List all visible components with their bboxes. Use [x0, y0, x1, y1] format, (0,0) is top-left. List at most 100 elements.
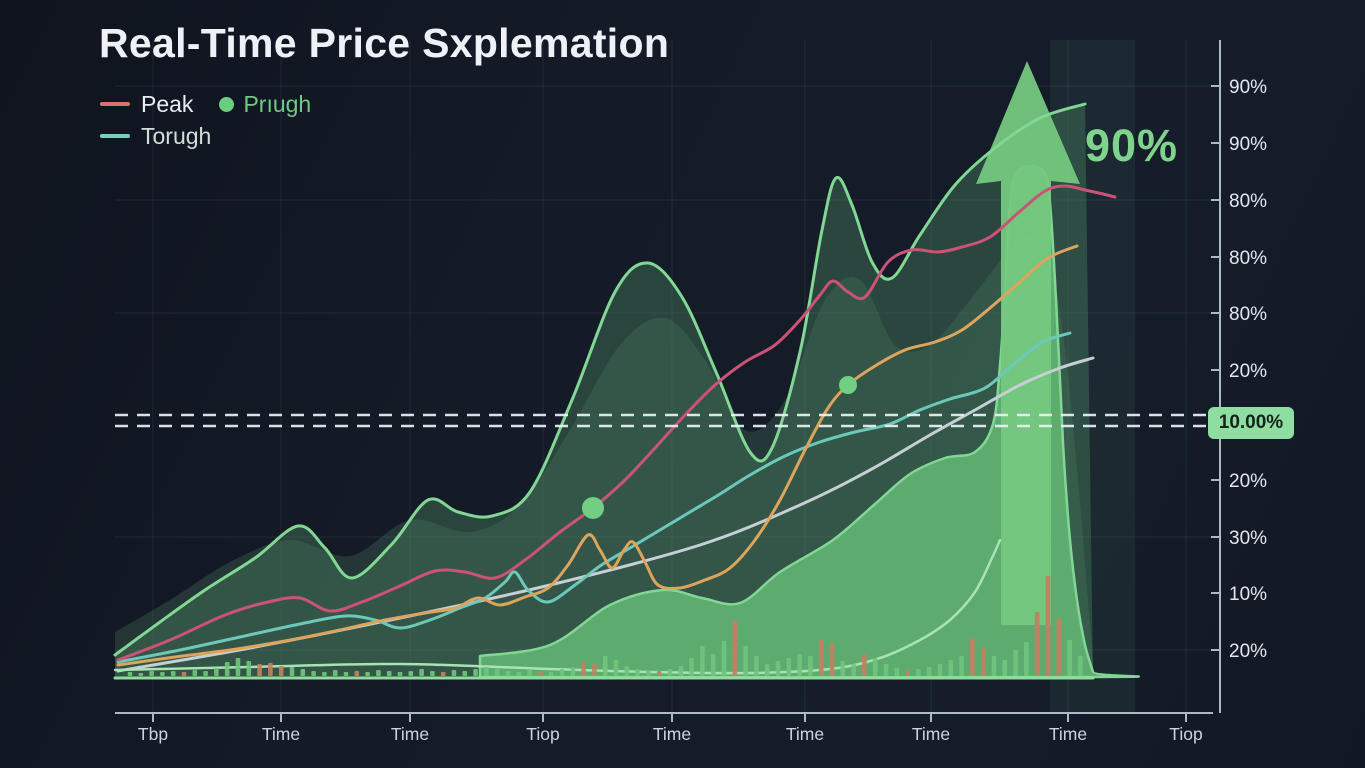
volume-bar — [440, 672, 446, 676]
volume-bar — [289, 667, 295, 676]
volume-bar — [862, 654, 867, 676]
volume-bar — [840, 661, 846, 676]
volume-bar — [235, 658, 241, 676]
volume-bar — [732, 621, 738, 676]
volume-bar — [1056, 618, 1062, 676]
volume-bar — [970, 638, 975, 676]
volume-bar — [494, 669, 500, 676]
volume-bar — [991, 656, 997, 676]
x-tick-label: Time — [391, 724, 429, 744]
legend-label-prough: Prıugh — [243, 90, 312, 117]
volume-bar — [635, 669, 640, 676]
volume-bar — [408, 671, 414, 676]
y-tick-label: 90% — [1229, 134, 1267, 155]
volume-bar — [192, 670, 198, 676]
volume-bar — [937, 664, 943, 676]
wave-edge-line — [113, 102, 1087, 657]
volume-bar — [559, 669, 565, 676]
volume-bar — [505, 671, 511, 676]
volume-bar — [1045, 576, 1051, 676]
volume-bar — [818, 639, 824, 676]
volume-bar — [980, 648, 986, 676]
volume-bar — [721, 641, 727, 676]
volume-bar — [948, 660, 954, 676]
volume-bars — [127, 576, 1083, 676]
volume-bar — [278, 666, 284, 676]
volume-bar — [775, 661, 781, 676]
volume-bar — [883, 664, 889, 676]
volume-bar — [451, 670, 457, 676]
volume-bar — [1067, 640, 1072, 676]
x-tick-label: Time — [912, 724, 950, 744]
volume-bar — [127, 672, 133, 676]
volume-bar — [743, 646, 748, 676]
volume-bar — [170, 671, 176, 676]
y-tick-label: 80% — [1229, 191, 1267, 212]
dot-marker-swatch-icon — [219, 96, 235, 112]
volume-bar — [1024, 642, 1029, 676]
volume-bar — [224, 662, 230, 676]
threshold-price-badge: 10.00% — [1208, 407, 1294, 439]
x-axis-labels: Tbp Time Time Tiop Time Time Time Time Tiop — [138, 713, 1203, 744]
volume-bar — [160, 672, 165, 676]
volume-bar — [797, 654, 802, 676]
volume-bar — [1013, 650, 1018, 676]
volume-bar — [764, 664, 770, 676]
event-markers — [582, 376, 857, 519]
legend-item-prough[interactable]: Prıugh — [193, 90, 312, 117]
volume-bar — [656, 671, 662, 676]
volume-bar — [419, 669, 424, 676]
series-peak-pink — [116, 184, 1117, 662]
y-tick-label: 30% — [1229, 528, 1267, 549]
volume-bar — [602, 656, 608, 676]
volume-bar — [354, 671, 360, 676]
volume-bar — [538, 671, 543, 676]
legend-label-peak: Peak — [141, 90, 194, 117]
volume-bar — [646, 670, 651, 676]
threshold-lines — [115, 413, 1206, 428]
x-tick-label: Tiop — [526, 724, 559, 744]
x-tick-label: Tbp — [138, 724, 168, 744]
volume-bar — [397, 672, 403, 676]
x-tick-label: Time — [653, 724, 691, 744]
y-tick-label: 20% — [1229, 641, 1267, 662]
volume-bar — [613, 660, 619, 676]
volume-bar — [214, 668, 219, 676]
series-volume-ma — [113, 538, 1002, 675]
volume-bar — [268, 663, 273, 676]
volume-bar — [829, 643, 835, 676]
volume-bar — [548, 672, 554, 676]
volume-bar — [386, 671, 392, 676]
volume-bar — [430, 671, 435, 676]
volume-bar — [462, 671, 468, 676]
y-axis-labels: 90% 90% 80% 80% 80% 20% 20% 30% 10% 20% — [1211, 77, 1267, 662]
volume-bar — [484, 667, 489, 676]
y-tick-label: 80% — [1229, 248, 1267, 269]
volume-bar — [570, 667, 576, 676]
legend-item-trough[interactable]: Torugh — [100, 122, 212, 149]
volume-bar — [905, 670, 910, 676]
volume-bar — [808, 656, 813, 676]
volume-bar — [754, 656, 759, 676]
volume-bar — [257, 664, 262, 676]
volume-bar — [1002, 660, 1008, 676]
gain-percent-annotation: 90% — [1085, 120, 1179, 171]
series-orange-signal — [116, 244, 1079, 667]
legend: Peak Prıugh Torugh — [100, 88, 311, 152]
x-tick-label: Tiop — [1169, 724, 1202, 744]
legend-item-peak[interactable]: Peak — [100, 90, 194, 117]
volume-bar — [300, 669, 306, 676]
volume-bar — [624, 666, 630, 676]
volume-bar — [246, 661, 252, 676]
volume-bar — [710, 654, 716, 676]
x-tick-label: Time — [262, 724, 300, 744]
volume-bar — [376, 670, 381, 676]
volume-bar — [203, 671, 208, 676]
event-dot-marker — [582, 497, 604, 519]
legend-label-trough: Torugh — [141, 122, 212, 149]
volume-bar — [343, 672, 349, 676]
volume-bar — [894, 668, 900, 676]
volume-bar — [851, 664, 856, 676]
